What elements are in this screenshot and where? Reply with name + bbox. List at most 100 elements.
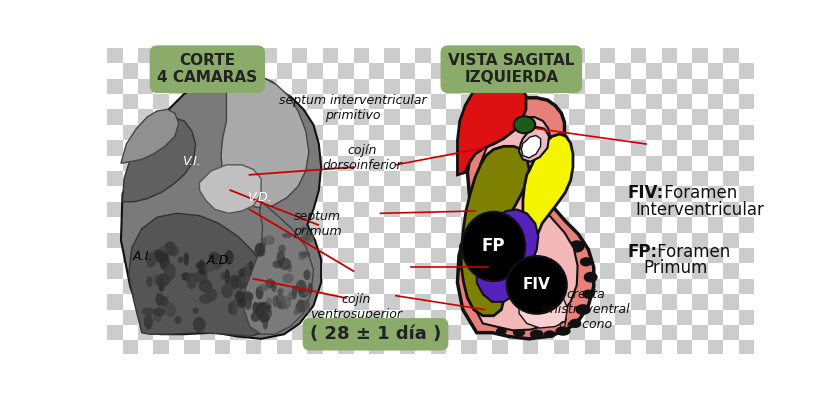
Bar: [492, 156, 507, 171]
Bar: [708, 202, 723, 217]
Bar: [631, 63, 646, 78]
Bar: [385, 125, 400, 140]
Bar: [123, 186, 138, 202]
Bar: [246, 125, 261, 140]
Bar: [415, 140, 431, 156]
Bar: [230, 340, 246, 356]
Bar: [522, 171, 538, 186]
Bar: [554, 263, 570, 279]
Bar: [354, 340, 369, 356]
Ellipse shape: [235, 290, 244, 303]
Ellipse shape: [146, 276, 153, 287]
Bar: [492, 63, 507, 78]
Bar: [585, 186, 600, 202]
Bar: [323, 63, 338, 78]
Bar: [108, 217, 123, 232]
Bar: [708, 156, 723, 171]
Bar: [339, 310, 354, 325]
Ellipse shape: [244, 294, 252, 310]
Bar: [169, 78, 184, 94]
Bar: [461, 340, 477, 356]
Bar: [446, 294, 461, 310]
Bar: [446, 310, 461, 325]
Ellipse shape: [300, 236, 309, 242]
Bar: [400, 340, 415, 356]
Bar: [507, 325, 523, 340]
Bar: [138, 125, 154, 140]
Bar: [246, 202, 261, 217]
Bar: [415, 156, 431, 171]
Ellipse shape: [259, 313, 270, 323]
Ellipse shape: [262, 315, 268, 330]
Bar: [507, 140, 523, 156]
Bar: [723, 63, 738, 78]
Bar: [431, 263, 446, 279]
Bar: [723, 202, 738, 217]
Ellipse shape: [181, 272, 190, 281]
Bar: [400, 202, 415, 217]
Bar: [677, 232, 692, 248]
Bar: [692, 94, 708, 109]
Bar: [662, 63, 677, 78]
Bar: [307, 340, 323, 356]
Bar: [230, 109, 246, 125]
Bar: [646, 94, 662, 109]
Ellipse shape: [303, 270, 311, 280]
Bar: [169, 279, 184, 294]
Bar: [385, 109, 400, 125]
Bar: [738, 171, 754, 186]
Bar: [600, 325, 615, 340]
Bar: [323, 217, 338, 232]
Bar: [492, 340, 507, 356]
Bar: [339, 48, 354, 63]
Bar: [754, 63, 769, 78]
Bar: [200, 232, 215, 248]
Bar: [400, 125, 415, 140]
Bar: [154, 217, 169, 232]
Ellipse shape: [458, 258, 468, 266]
Bar: [477, 186, 492, 202]
Bar: [585, 109, 600, 125]
Bar: [522, 248, 538, 263]
Bar: [307, 217, 323, 232]
Bar: [123, 232, 138, 248]
Bar: [323, 325, 338, 340]
Ellipse shape: [145, 252, 156, 267]
Bar: [631, 186, 646, 202]
Bar: [369, 63, 385, 78]
Bar: [354, 125, 369, 140]
Bar: [323, 340, 338, 356]
Bar: [215, 94, 230, 109]
Bar: [369, 156, 385, 171]
Ellipse shape: [153, 313, 162, 322]
Bar: [477, 310, 492, 325]
Bar: [261, 171, 276, 186]
Bar: [323, 263, 338, 279]
Bar: [507, 294, 523, 310]
Bar: [339, 279, 354, 294]
Bar: [522, 186, 538, 202]
Bar: [646, 294, 662, 310]
Bar: [554, 325, 570, 340]
Bar: [554, 186, 570, 202]
Bar: [369, 232, 385, 248]
Ellipse shape: [198, 259, 205, 275]
Bar: [677, 171, 692, 186]
Bar: [292, 294, 307, 310]
Bar: [461, 125, 477, 140]
Bar: [723, 140, 738, 156]
Ellipse shape: [232, 277, 238, 290]
Bar: [585, 325, 600, 340]
Bar: [230, 171, 246, 186]
Bar: [662, 156, 677, 171]
Bar: [200, 248, 215, 263]
Bar: [461, 63, 477, 78]
Bar: [246, 217, 261, 232]
Bar: [323, 202, 338, 217]
Bar: [339, 94, 354, 109]
Bar: [431, 140, 446, 156]
Ellipse shape: [153, 307, 165, 316]
Bar: [431, 94, 446, 109]
Bar: [184, 248, 200, 263]
Ellipse shape: [462, 212, 525, 281]
